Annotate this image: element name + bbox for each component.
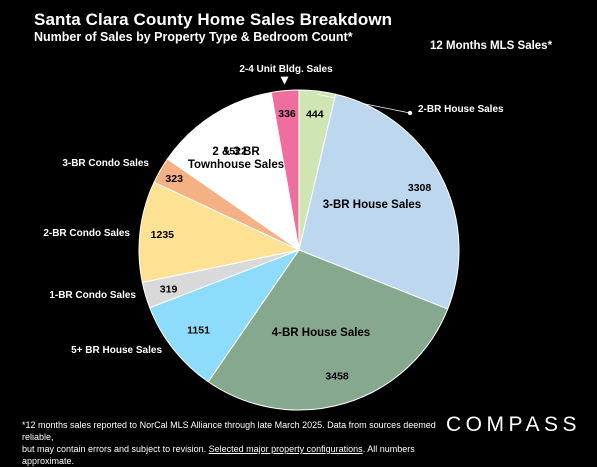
slice-category-label: 2-BR House Sales [418, 104, 504, 115]
slice-value-label: 444 [306, 108, 324, 120]
slice-value-label: 319 [160, 283, 178, 295]
footnote-line-1: *12 months sales reported to NorCal MLS … [22, 420, 436, 442]
pie-slice [298, 93, 460, 310]
footnote: *12 months sales reported to NorCal MLS … [22, 419, 442, 467]
slice-category-label: 3-BR House Sales [323, 199, 421, 211]
pointer-arrow-icon [280, 76, 289, 85]
period-label: 12 Months MLS Sales* [430, 40, 553, 52]
slice-value-label: 3308 [408, 182, 432, 194]
pie-slice [138, 181, 301, 283]
slice-category-label: 2-BR Condo Sales [43, 228, 130, 239]
slice-category-label: 5+ BR House Sales [71, 345, 162, 356]
slice-category-label: 2 & 3 BR [212, 146, 260, 158]
pie-slice [270, 89, 300, 251]
slice-value-label: 1151 [187, 324, 210, 336]
slice-value-label: 336 [278, 108, 296, 120]
compass-logo: COMPASS [446, 413, 581, 436]
slice-value-label: 3458 [325, 371, 349, 383]
chart-title: Santa Clara County Home Sales Breakdown [34, 10, 393, 29]
slice-value-label: 323 [165, 173, 183, 185]
slice-value-label: 1235 [151, 229, 175, 241]
chart-subtitle: Number of Sales by Property Type & Bedro… [34, 30, 353, 44]
pie-slice [207, 249, 449, 411]
footnote-line-2: but may contain errors and subject to re… [22, 444, 209, 454]
footnote-link[interactable]: Selected major property configurations [208, 444, 363, 454]
pie-slice [166, 91, 300, 252]
slice-category-label: 1-BR Condo Sales [49, 290, 136, 301]
pie-slice [149, 248, 301, 383]
slice-category-label: 3-BR Condo Sales [62, 158, 149, 169]
slice-category-label: 4-BR House Sales [272, 327, 370, 339]
slice-category-label: Townhouse Sales [188, 159, 284, 171]
pie-chart: 444 2-BR House Sales 3308 3-BR House Sales 3… [43, 64, 504, 411]
slice-value-label: 1522 [223, 145, 247, 157]
slice-category-label: 2-4 Unit Bldg. Sales [239, 64, 333, 75]
